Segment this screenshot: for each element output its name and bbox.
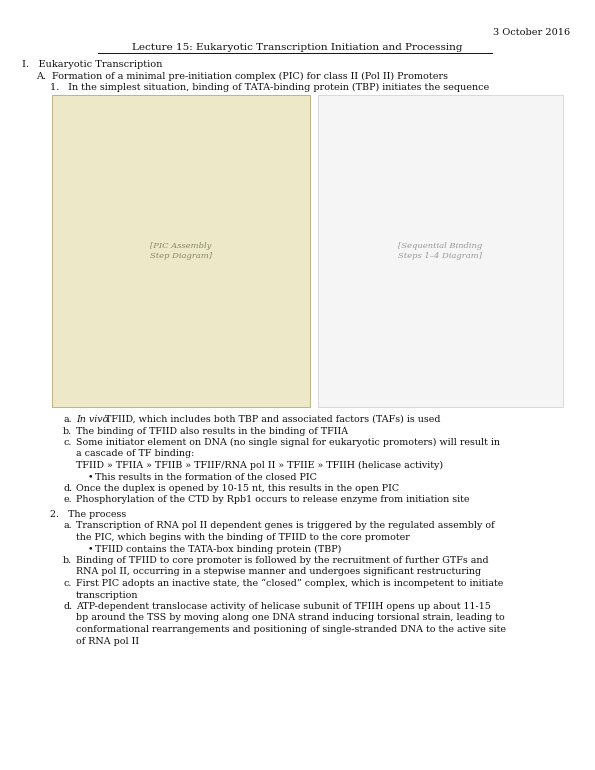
Text: A.  Formation of a minimal pre-initiation complex (PIC) for class II (Pol II) Pr: A. Formation of a minimal pre-initiation…	[36, 72, 448, 81]
Text: a.: a.	[63, 415, 71, 424]
Text: This results in the formation of the closed PIC: This results in the formation of the clo…	[95, 473, 317, 481]
Text: the PIC, which begins with the binding of TFIID to the core promoter: the PIC, which begins with the binding o…	[76, 533, 410, 542]
Text: 2.   The process: 2. The process	[50, 510, 126, 519]
Text: transcription: transcription	[76, 591, 139, 600]
Text: [PIC Assembly
Step Diagram]: [PIC Assembly Step Diagram]	[150, 243, 212, 259]
Text: Some initiator element on DNA (no single signal for eukaryotic promoters) will r: Some initiator element on DNA (no single…	[76, 438, 500, 447]
Text: d.: d.	[63, 602, 72, 611]
Text: Phosphorylation of the CTD by Rpb1 occurs to release enzyme from initiation site: Phosphorylation of the CTD by Rpb1 occur…	[76, 496, 469, 504]
Text: I.   Eukaryotic Transcription: I. Eukaryotic Transcription	[22, 60, 162, 69]
Text: TFIID, which includes both TBP and associated factors (TAFs) is used: TFIID, which includes both TBP and assoc…	[102, 415, 441, 424]
Text: a cascade of TF binding:: a cascade of TF binding:	[76, 450, 195, 458]
Text: Once the duplex is opened by 10-15 nt, this results in the open PIC: Once the duplex is opened by 10-15 nt, t…	[76, 484, 399, 493]
Text: •: •	[88, 473, 93, 481]
Text: [Sequential Binding
Steps 1–4 Diagram]: [Sequential Binding Steps 1–4 Diagram]	[399, 243, 483, 259]
Text: •: •	[88, 544, 93, 554]
Text: First PIC adopts an inactive state, the “closed” complex, which is incompetent t: First PIC adopts an inactive state, the …	[76, 579, 503, 588]
Text: a.: a.	[63, 521, 71, 531]
Text: b.: b.	[63, 556, 72, 565]
FancyBboxPatch shape	[52, 95, 310, 407]
Text: of RNA pol II: of RNA pol II	[76, 637, 139, 645]
Text: c.: c.	[63, 438, 71, 447]
Text: conformational rearrangements and positioning of single-stranded DNA to the acti: conformational rearrangements and positi…	[76, 625, 506, 634]
Text: TFIID contains the TATA-box binding protein (TBP): TFIID contains the TATA-box binding prot…	[95, 544, 342, 554]
Text: In vivo: In vivo	[76, 415, 108, 424]
Text: 3 October 2016: 3 October 2016	[493, 28, 570, 37]
Text: 1.   In the simplest situation, binding of TATA-binding protein (TBP) initiates : 1. In the simplest situation, binding of…	[50, 83, 489, 92]
Text: bp around the TSS by moving along one DNA strand inducing torsional strain, lead: bp around the TSS by moving along one DN…	[76, 614, 505, 622]
Text: b.: b.	[63, 427, 72, 436]
Text: RNA pol II, occurring in a stepwise manner and undergoes significant restructuri: RNA pol II, occurring in a stepwise mann…	[76, 567, 481, 577]
Text: Lecture 15: Eukaryotic Transcription Initiation and Processing: Lecture 15: Eukaryotic Transcription Ini…	[131, 43, 462, 52]
Text: Transcription of RNA pol II dependent genes is triggered by the regulated assemb: Transcription of RNA pol II dependent ge…	[76, 521, 494, 531]
Text: Binding of TFIID to core promoter is followed by the recruitment of further GTFs: Binding of TFIID to core promoter is fol…	[76, 556, 488, 565]
FancyBboxPatch shape	[318, 95, 563, 407]
Text: d.: d.	[63, 484, 72, 493]
Text: The binding of TFIID also results in the binding of TFIIA: The binding of TFIID also results in the…	[76, 427, 348, 436]
Text: ATP-dependent translocase activity of helicase subunit of TFIIH opens up about 1: ATP-dependent translocase activity of he…	[76, 602, 491, 611]
Text: e.: e.	[63, 496, 71, 504]
Text: TFIID » TFIIA » TFIIB » TFIIF/RNA pol II » TFIIE » TFIIH (helicase activity): TFIID » TFIIA » TFIIB » TFIIF/RNA pol II…	[76, 461, 443, 470]
Text: c.: c.	[63, 579, 71, 588]
